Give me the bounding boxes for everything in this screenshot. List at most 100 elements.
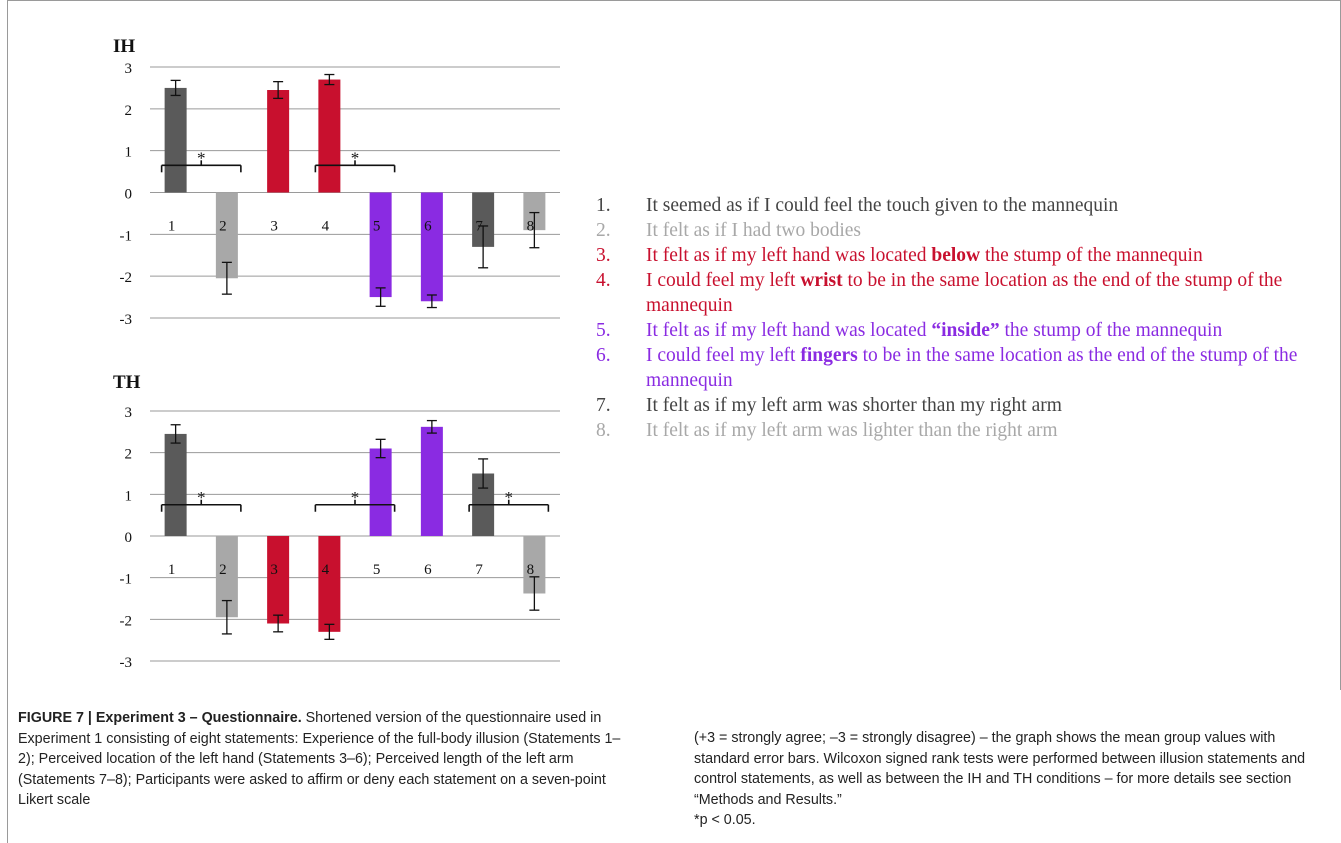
statement-6: 6. I could feel my left fingers to be in … xyxy=(596,343,1336,393)
bar-5 xyxy=(369,448,392,536)
y-tick-label: 1 xyxy=(125,488,133,504)
bar-5 xyxy=(369,192,392,298)
bar-1 xyxy=(164,87,187,193)
statement-text: It felt as if my left hand was located “… xyxy=(646,318,1336,343)
y-tick-label: -3 xyxy=(120,312,133,328)
statement-fragment: to be in the same location as the end of… xyxy=(646,270,1283,316)
bar-8 xyxy=(523,536,546,594)
statement-fragment: It felt as if my left arm was shorter th… xyxy=(646,395,1062,416)
statement-7: 7. It felt as if my left arm was shorter … xyxy=(596,393,1336,418)
bar-6 xyxy=(420,192,443,302)
y-tick-label: 2 xyxy=(125,103,133,119)
statement-text: It felt as if my left hand was located b… xyxy=(646,243,1336,268)
statement-number: 7. xyxy=(596,395,611,416)
chart-title: TH xyxy=(113,372,141,393)
y-tick-label: 2 xyxy=(125,447,133,463)
x-tick-label: 1 xyxy=(168,562,176,578)
x-tick-label: 4 xyxy=(322,562,330,578)
y-tick-label: 0 xyxy=(125,530,133,546)
y-tick-label: -1 xyxy=(120,572,133,588)
statement-fragment: the stump of the mannequin xyxy=(999,320,1223,341)
statement-emphasis: below xyxy=(931,245,981,266)
statement-1: 1. It seemed as if I could feel the touch… xyxy=(596,193,1336,218)
x-tick-label: 3 xyxy=(270,562,278,578)
x-tick-label: 1 xyxy=(168,219,176,235)
bar-1 xyxy=(164,433,187,536)
statement-number: 5. xyxy=(596,320,611,341)
x-tick-label: 7 xyxy=(475,562,483,578)
statement-8: 8. It felt as if my left arm was lighter … xyxy=(596,418,1336,443)
statement-fragment: It felt as if my left arm was lighter th… xyxy=(646,420,1058,441)
caption-left-text: Shortened version of the questionnaire u… xyxy=(18,710,621,808)
figure-frame-top xyxy=(7,0,1341,1)
statement-text: I could feel my left fingers to be in th… xyxy=(646,343,1336,393)
statement-fragment: It felt as if my left hand was located xyxy=(646,245,932,266)
bar-2 xyxy=(215,536,238,618)
bar-2 xyxy=(215,192,238,279)
bar-4 xyxy=(318,536,341,632)
bar-3 xyxy=(267,90,290,193)
figure-caption-left: FIGURE 7 | Experiment 3 – Questionnaire.… xyxy=(18,708,630,811)
y-tick-label: 3 xyxy=(125,405,133,421)
statement-number: 1. xyxy=(596,195,611,216)
statement-number: 3. xyxy=(596,245,611,266)
bar-4 xyxy=(318,79,341,193)
statement-text: It seemed as if I could feel the touch g… xyxy=(646,193,1336,218)
significance-star: * xyxy=(197,488,206,507)
statement-text: It felt as if my left arm was shorter th… xyxy=(646,393,1336,418)
bar-7 xyxy=(472,192,495,247)
x-tick-label: 3 xyxy=(270,219,278,235)
statement-fragment: It seemed as if I could feel the touch g… xyxy=(646,195,1119,216)
statement-fragment: I could feel my left xyxy=(646,270,801,291)
statement-emphasis: wrist xyxy=(800,270,843,291)
x-tick-label: 5 xyxy=(373,562,381,578)
y-tick-label: -2 xyxy=(120,613,133,629)
statement-3: 3. It felt as if my left hand was located… xyxy=(596,243,1336,268)
statement-2: 2. It felt as if I had two bodies xyxy=(596,218,1336,243)
x-tick-label: 8 xyxy=(527,219,535,235)
caption-footnote: *p < 0.05. xyxy=(694,812,756,828)
statement-number: 2. xyxy=(596,220,611,241)
x-tick-label: 4 xyxy=(322,219,330,235)
bar-3 xyxy=(267,536,290,624)
statement-text: It felt as if I had two bodies xyxy=(646,218,1336,243)
y-tick-label: -3 xyxy=(120,655,133,671)
statement-number: 4. xyxy=(596,270,611,291)
statement-list: 1. It seemed as if I could feel the touch… xyxy=(596,193,1336,443)
bar-8 xyxy=(523,192,546,231)
figure-label: FIGURE 7 | Experiment 3 – Questionnaire. xyxy=(18,710,302,726)
y-tick-label: 3 xyxy=(125,61,133,77)
statement-number: 6. xyxy=(596,345,611,366)
statement-fragment: to be in the same location as the end of… xyxy=(646,345,1298,391)
y-tick-label: 0 xyxy=(125,187,133,203)
y-tick-label: -1 xyxy=(120,228,133,244)
x-tick-label: 8 xyxy=(527,562,535,578)
x-tick-label: 2 xyxy=(219,562,227,578)
bar-6 xyxy=(420,426,443,536)
x-tick-label: 5 xyxy=(373,219,381,235)
statement-4: 4. I could feel my left wrist to be in th… xyxy=(596,268,1336,318)
statement-number: 8. xyxy=(596,420,611,441)
statement-text: It felt as if my left arm was lighter th… xyxy=(646,418,1336,443)
x-tick-label: 6 xyxy=(424,562,432,578)
statement-5: 5. It felt as if my left hand was located… xyxy=(596,318,1336,343)
significance-star: * xyxy=(351,488,360,507)
figure-caption-right: (+3 = strongly agree; –3 = strongly disa… xyxy=(694,728,1334,831)
figure-frame-left xyxy=(7,0,8,843)
chart-title: IH xyxy=(113,36,135,57)
statement-emphasis: “inside” xyxy=(931,320,1000,341)
significance-star: * xyxy=(351,148,360,167)
statement-fragment: the stump of the mannequin xyxy=(980,245,1203,266)
statement-fragment: I could feel my left xyxy=(646,345,801,366)
significance-star: * xyxy=(505,488,514,507)
statement-emphasis: fingers xyxy=(800,345,858,366)
y-tick-label: 1 xyxy=(125,145,133,161)
y-tick-label: -2 xyxy=(120,270,133,286)
statement-text: I could feel my left wrist to be in the … xyxy=(646,268,1336,318)
bar-charts: IH 3 2 1 0 -1 -2 -3 1 2 3 4 5 6 7 8 * * TH 3 2 1 0 -1 -2 -3 1 2 3 4 5 6… xyxy=(113,36,560,671)
caption-right-text: (+3 = strongly agree; –3 = strongly disa… xyxy=(694,730,1306,808)
x-tick-label: 2 xyxy=(219,219,227,235)
statement-fragment: It felt as if my left hand was located xyxy=(646,320,932,341)
significance-star: * xyxy=(197,148,206,167)
x-tick-label: 6 xyxy=(424,219,432,235)
